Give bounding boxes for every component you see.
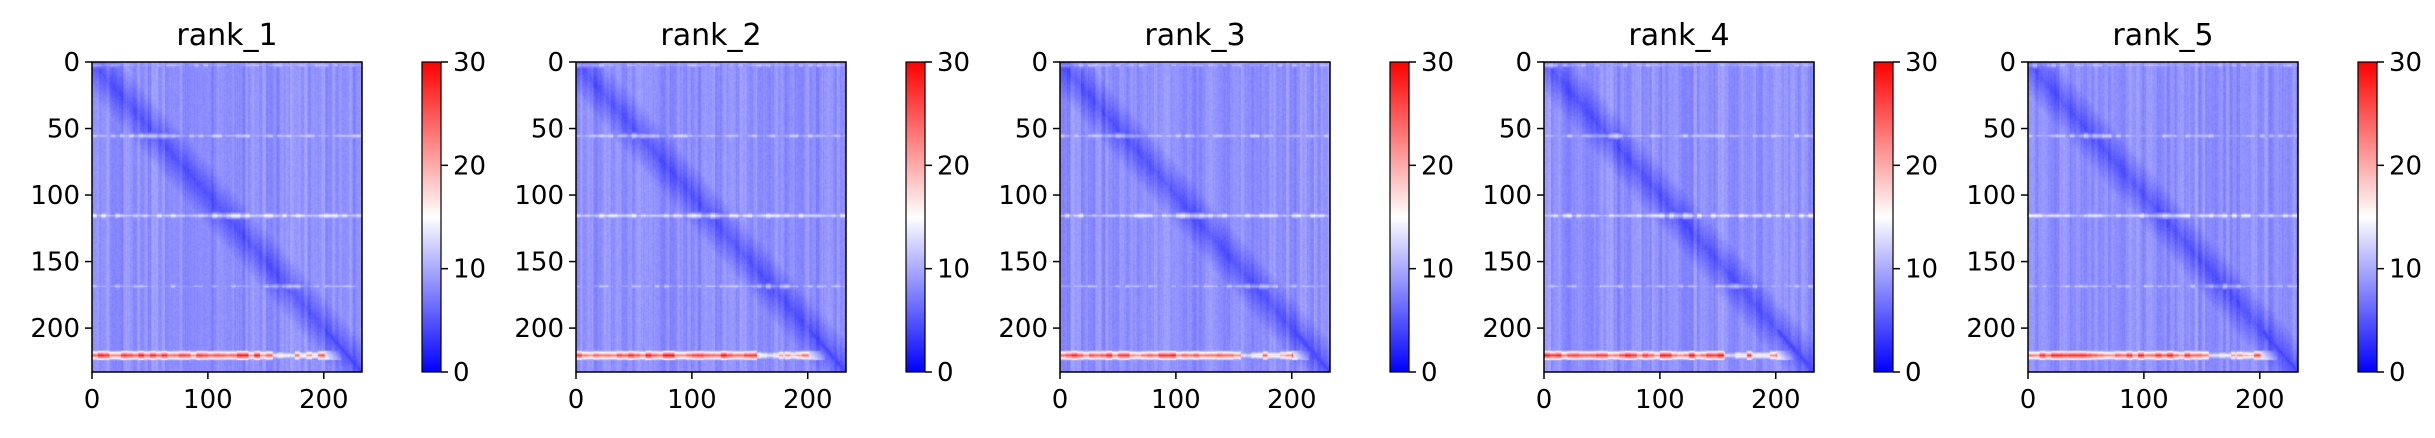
colorbar-tick-label: 30 [453,48,486,78]
colorbar-tick-label: 10 [2389,255,2422,285]
colorbar-tick-label: 20 [937,151,970,181]
y-tick-label: 50 [1499,115,1532,145]
colorbar [2358,62,2377,372]
x-tick-label: 100 [1151,385,1201,415]
panel-title: rank_3 [1144,18,1245,53]
y-tick-label: 100 [30,181,80,211]
y-tick-label: 50 [1015,115,1048,145]
x-tick-label: 200 [783,385,833,415]
colorbar [1390,62,1409,372]
colorbar-tick-label: 10 [1905,255,1938,285]
colorbar-tick-label: 20 [1421,151,1454,181]
colorbar [422,62,441,372]
panel-title: rank_4 [1628,18,1729,53]
colorbar-tick-label: 0 [453,358,470,388]
x-tick-label: 100 [2119,385,2169,415]
y-tick-label: 200 [30,314,80,344]
y-tick-label: 50 [531,115,564,145]
y-tick-label: 100 [514,181,564,211]
heatmap-image [1544,62,1814,372]
y-tick-label: 200 [514,314,564,344]
panel-title: rank_5 [2112,18,2213,53]
x-tick-label: 200 [1751,385,1801,415]
heatmap-image [92,62,362,372]
y-tick-label: 0 [63,48,80,78]
y-tick-label: 0 [547,48,564,78]
colorbar-tick-label: 0 [937,358,954,388]
x-tick-label: 100 [1635,385,1685,415]
panel-title: rank_1 [176,18,277,53]
colorbar-tick-label: 20 [453,151,486,181]
colorbar-tick-label: 10 [937,255,970,285]
x-tick-label: 200 [299,385,349,415]
y-tick-label: 100 [1966,181,2016,211]
y-tick-label: 150 [514,248,564,278]
heatmap-image [576,62,846,372]
y-tick-label: 50 [47,115,80,145]
colorbar-tick-label: 10 [453,255,486,285]
colorbar-tick-label: 20 [1905,151,1938,181]
colorbar-tick-label: 0 [1421,358,1438,388]
y-tick-label: 200 [1966,314,2016,344]
y-tick-label: 0 [1999,48,2016,78]
panel-title: rank_2 [660,18,761,53]
x-tick-label: 0 [1536,385,1553,415]
x-tick-label: 0 [568,385,585,415]
colorbar-tick-label: 30 [2389,48,2422,78]
heatmap-image [2028,62,2298,372]
colorbar-tick-label: 10 [1421,255,1454,285]
x-tick-label: 100 [183,385,233,415]
x-tick-label: 200 [1267,385,1317,415]
y-tick-label: 150 [30,248,80,278]
colorbar-tick-label: 30 [1421,48,1454,78]
y-tick-label: 50 [1983,115,2016,145]
y-tick-label: 200 [998,314,1048,344]
y-tick-label: 150 [998,248,1048,278]
colorbar-tick-label: 30 [1905,48,1938,78]
x-tick-label: 200 [2235,385,2285,415]
y-tick-label: 200 [1482,314,1532,344]
colorbar-tick-label: 0 [1905,358,1922,388]
y-tick-label: 0 [1515,48,1532,78]
heatmap-image [1060,62,1330,372]
colorbar-tick-label: 20 [2389,151,2422,181]
x-tick-label: 0 [1052,385,1069,415]
x-tick-label: 0 [2020,385,2037,415]
colorbar-tick-label: 0 [2389,358,2406,388]
colorbar-tick-label: 30 [937,48,970,78]
colorbar [906,62,925,372]
colorbar [1874,62,1893,372]
x-tick-label: 0 [84,385,101,415]
y-tick-label: 150 [1482,248,1532,278]
y-tick-label: 100 [1482,181,1532,211]
y-tick-label: 0 [1031,48,1048,78]
y-tick-label: 100 [998,181,1048,211]
x-tick-label: 100 [667,385,717,415]
y-tick-label: 150 [1966,248,2016,278]
